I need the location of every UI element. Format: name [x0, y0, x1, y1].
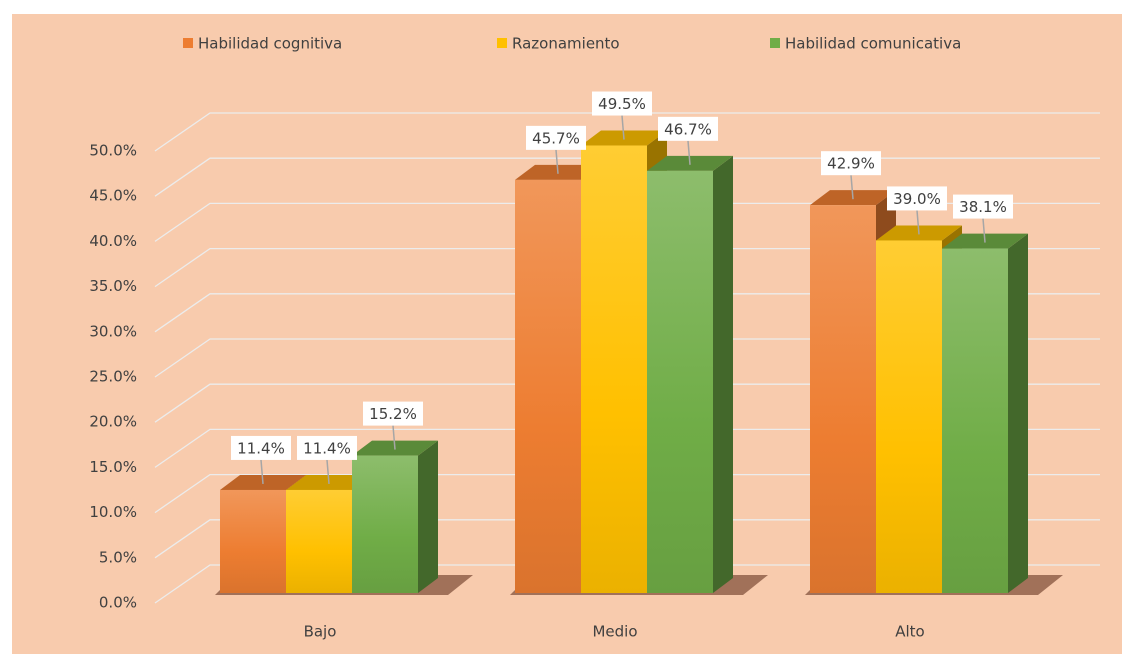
x-tick-label: Bajo [304, 623, 337, 641]
grid-line [154, 473, 1100, 514]
data-label: 11.4% [303, 439, 351, 457]
data-label: 45.7% [532, 129, 580, 147]
bar-side [1008, 233, 1028, 594]
bar-side [418, 440, 438, 593]
y-tick-label: 50.0% [89, 142, 137, 160]
leader-line [982, 218, 986, 243]
y-tick-label: 5.0% [99, 548, 137, 566]
data-label-box [526, 125, 586, 150]
bar [647, 170, 713, 593]
bar [876, 240, 942, 593]
grid-line [154, 519, 1100, 559]
y-tick-label: 10.0% [89, 503, 137, 521]
y-tick-label: 15.0% [89, 458, 137, 476]
data-label: 49.5% [598, 95, 646, 113]
data-label-box [658, 116, 718, 141]
leader-line [621, 115, 625, 140]
grid-line [154, 112, 1100, 152]
bar [286, 489, 352, 593]
grid-line [154, 247, 1100, 288]
bar-side [713, 155, 733, 593]
y-tick-label: 25.0% [89, 368, 137, 386]
legend-label: Razonamiento [512, 35, 620, 53]
bar [220, 489, 286, 593]
x-tick-label: Medio [592, 623, 637, 641]
data-label-box [592, 91, 652, 116]
bar [515, 179, 581, 593]
bar [581, 145, 647, 593]
legend-swatch [770, 38, 780, 48]
leader-line [392, 425, 396, 450]
bar [352, 455, 418, 593]
y-tick-label: 20.0% [89, 413, 137, 431]
leader-line [260, 459, 264, 485]
leader-line [687, 140, 691, 165]
leader-line [555, 149, 559, 174]
legend-label: Habilidad cognitiva [198, 35, 342, 53]
grid-line [154, 428, 1100, 468]
data-label-box [363, 401, 423, 426]
data-label-box [821, 151, 881, 176]
data-label: 39.0% [893, 190, 941, 208]
data-label-box [953, 194, 1013, 219]
data-label-box [297, 435, 357, 460]
bar [810, 205, 876, 593]
legend-swatch [183, 38, 193, 48]
y-tick-label: 30.0% [89, 322, 137, 340]
leader-line [850, 175, 854, 200]
data-label: 46.7% [664, 120, 712, 138]
y-tick-label: 35.0% [89, 277, 137, 295]
leader-line [326, 459, 330, 485]
data-label: 11.4% [237, 439, 285, 457]
leader-line [916, 210, 920, 235]
grid-line [154, 564, 1100, 604]
legend-label: Habilidad comunicativa [785, 35, 961, 53]
grid-line [154, 202, 1100, 242]
x-tick-label: Alto [895, 623, 925, 641]
data-label: 38.1% [959, 198, 1007, 216]
grid-line [154, 157, 1100, 197]
y-tick-label: 0.0% [99, 594, 137, 612]
grid-line [154, 293, 1100, 333]
data-label-box [231, 435, 291, 460]
y-tick-label: 40.0% [89, 232, 137, 250]
data-label: 42.9% [827, 155, 875, 173]
data-label: 15.2% [369, 405, 417, 423]
grid-line [154, 383, 1100, 423]
legend-swatch [497, 38, 507, 48]
grid-line [154, 338, 1100, 378]
data-label-box [887, 186, 947, 211]
y-tick-label: 45.0% [89, 187, 137, 205]
bar [942, 248, 1008, 594]
